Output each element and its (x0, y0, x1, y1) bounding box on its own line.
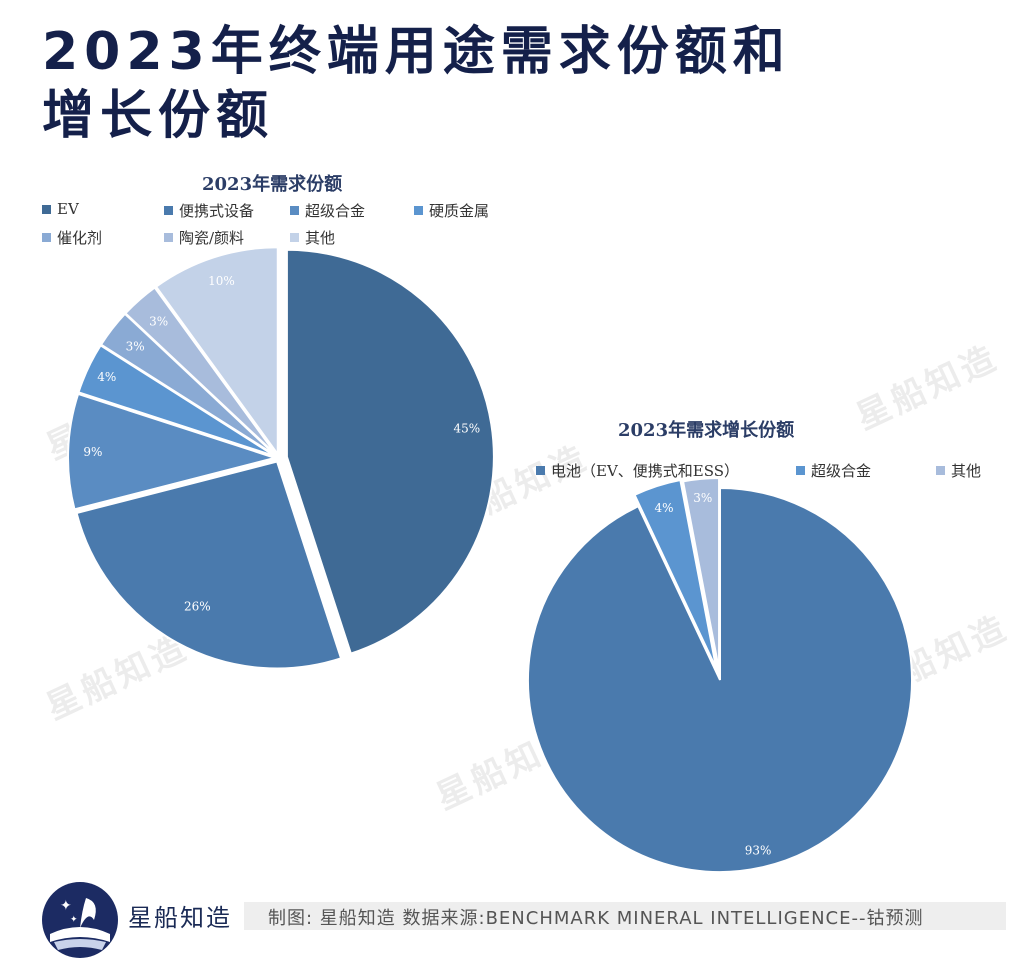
pie-slice-label: 93% (745, 844, 772, 858)
legend-label: 催化剂 (57, 229, 103, 247)
legend-label: 超级合金 (305, 202, 366, 220)
legend-item: EV (42, 200, 79, 218)
pie-slice-3 (67, 392, 279, 511)
pie-slice-label: 4% (655, 501, 674, 515)
logo-icon: ✦ ✦ (42, 882, 118, 958)
pie-slice-label: 9% (83, 445, 102, 459)
legend-label: 硬质金属 (429, 202, 490, 220)
pie-slice-3 (681, 477, 721, 671)
legend-swatch (42, 233, 51, 242)
pie-slice-6 (124, 286, 278, 456)
pie-slice-label: 45% (453, 421, 480, 435)
pie-slice-7 (154, 246, 279, 458)
legend-swatch (164, 206, 173, 215)
legend-item: 超级合金 (796, 460, 871, 481)
legend-label: 超级合金 (811, 462, 872, 480)
legend-item: 超级合金 (290, 200, 365, 221)
pie-slice-1 (285, 248, 495, 655)
legend-swatch (936, 466, 945, 475)
legend-label: 便携式设备 (179, 202, 255, 220)
legend-label: 其他 (951, 462, 982, 480)
legend-item: 便携式设备 (164, 200, 254, 221)
svg-text:✦: ✦ (60, 898, 72, 914)
pie-slice-2 (633, 478, 718, 670)
page-title: 2023年终端用途需求份额和增长份额 (42, 22, 791, 146)
legend-swatch (796, 466, 805, 475)
pie-slice-label: 4% (97, 370, 116, 384)
pie-slice-label: 3% (693, 491, 712, 505)
svg-text:✦: ✦ (70, 915, 78, 925)
legend-swatch (536, 466, 545, 475)
pie-slice-label: 3% (126, 339, 145, 353)
legend-item: 电池（EV、便携式和ESS） (536, 460, 739, 481)
legend-item: 催化剂 (42, 227, 102, 248)
legend-label: 其他 (305, 229, 336, 247)
pie-slice-label: 26% (184, 600, 211, 614)
footer-source: 制图: 星船知造 数据来源:BENCHMARK MINERAL INTELLIG… (268, 908, 924, 929)
legend-label: 陶瓷/颜料 (179, 229, 245, 247)
footer-bar (244, 902, 1006, 930)
footer-brand: 星船知造 (128, 904, 232, 932)
legend-item: 其他 (936, 460, 981, 481)
legend-item: 其他 (290, 227, 335, 248)
legend-label: EV (57, 200, 79, 218)
legend-swatch (42, 204, 51, 214)
pie-slice-label: 3% (149, 314, 168, 328)
legend-swatch (290, 233, 299, 242)
pie-slice-label: 10% (208, 274, 235, 288)
pie-slice-1 (526, 486, 913, 873)
legend-item: 硬质金属 (414, 200, 489, 221)
legend-item: 陶瓷/颜料 (164, 227, 244, 248)
legend-swatch (290, 206, 299, 215)
chart-title-demand-share: 2023年需求份额 (202, 174, 343, 195)
legend-swatch (164, 233, 173, 242)
pie-slice-2 (75, 460, 343, 670)
legend-label: 电池（EV、便携式和ESS） (551, 462, 740, 480)
chart-title-growth-share: 2023年需求增长份额 (618, 420, 795, 441)
legend-swatch (414, 206, 423, 215)
